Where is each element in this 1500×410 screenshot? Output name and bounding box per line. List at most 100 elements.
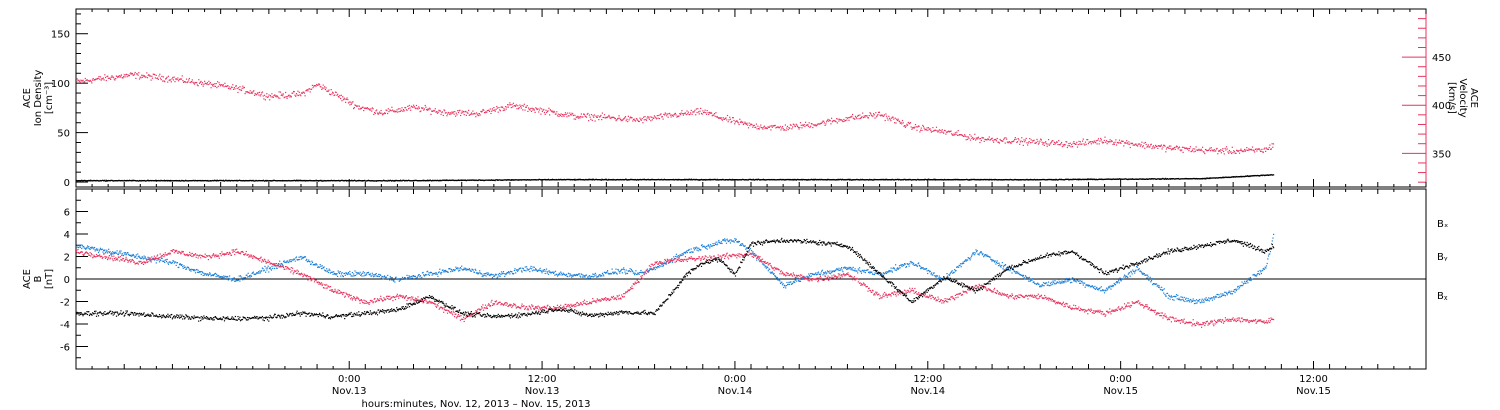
velocity-series-point: [948, 130, 950, 132]
density-series-point: [572, 179, 574, 181]
velocity-series-point: [1175, 146, 1177, 148]
by-series-point: [506, 271, 508, 274]
velocity-series-point: [1161, 148, 1163, 150]
by-series-point: [279, 264, 281, 266]
density-series-point: [801, 179, 803, 181]
velocity-series-point: [590, 114, 593, 116]
velocity-series-point: [308, 88, 310, 90]
by-series-point: [135, 255, 137, 257]
velocity-series-point: [544, 113, 546, 115]
velocity-series-point: [1137, 145, 1139, 147]
velocity-series-point: [489, 108, 491, 110]
velocity-series-point: [541, 110, 543, 113]
velocity-series-point: [206, 83, 208, 85]
velocity-series-point: [1205, 149, 1207, 151]
velocity-series-point: [390, 110, 392, 112]
by-series-point: [779, 282, 782, 284]
velocity-series-point: [943, 129, 946, 131]
by-series-point: [706, 245, 708, 247]
velocity-series-point: [787, 129, 789, 131]
velocity-series-point: [1105, 141, 1107, 143]
velocity-series-point: [1163, 144, 1165, 146]
density-series-point: [576, 178, 578, 181]
velocity-series-point: [894, 117, 896, 119]
velocity-series-point: [603, 116, 605, 119]
velocity-series-point: [153, 73, 155, 75]
by-series-point: [117, 253, 119, 255]
by-series-point: [216, 273, 218, 275]
velocity-series-point: [708, 111, 710, 113]
velocity-series-point: [439, 110, 441, 112]
velocity-series-point: [479, 114, 481, 116]
density-series-point: [1180, 178, 1182, 180]
velocity-series-point: [792, 126, 794, 128]
velocity-series-point: [924, 129, 926, 131]
velocity-series-point: [691, 113, 693, 115]
velocity-series-point: [887, 119, 889, 121]
velocity-series-point: [1270, 148, 1272, 150]
velocity-series-point: [488, 109, 490, 111]
velocity-series-point: [265, 96, 267, 98]
by-series-point: [699, 249, 701, 251]
velocity-series-point: [1224, 147, 1226, 149]
velocity-series-point: [622, 118, 624, 120]
density-series-point: [905, 179, 907, 181]
velocity-series-point: [149, 75, 151, 77]
by-series-point: [108, 248, 110, 250]
velocity-series-point: [353, 107, 355, 109]
velocity-series-point: [273, 95, 275, 97]
velocity-series-point: [548, 107, 550, 109]
density-series-point: [1203, 178, 1205, 180]
density-series-point: [621, 179, 623, 181]
by-series-point: [715, 241, 717, 243]
velocity-series-point: [470, 113, 472, 115]
velocity-series-point: [841, 120, 844, 122]
velocity-series-point: [1173, 147, 1175, 149]
density-series-point: [950, 179, 952, 181]
velocity-series-point: [219, 84, 221, 86]
density-series-point: [1122, 178, 1124, 180]
velocity-series-point: [1053, 141, 1055, 143]
velocity-series-point: [1064, 144, 1066, 146]
velocity-series-point: [512, 102, 514, 104]
density-series-point: [1036, 178, 1038, 181]
velocity-series-point: [520, 107, 522, 109]
velocity-series-point: [468, 114, 470, 116]
by-series-point: [165, 259, 167, 261]
velocity-series-point: [592, 115, 594, 117]
velocity-series-point: [970, 135, 972, 137]
velocity-series-point: [416, 107, 418, 109]
velocity-series-point: [503, 108, 505, 110]
velocity-series-point: [350, 101, 352, 103]
velocity-series-point: [351, 102, 353, 104]
velocity-series-point: [844, 119, 846, 122]
velocity-series-point: [561, 115, 563, 118]
velocity-series-point: [537, 108, 539, 110]
velocity-series-point: [99, 76, 102, 78]
by-series-point: [454, 270, 456, 272]
velocity-series-point: [586, 113, 588, 115]
by-series-point: [443, 271, 445, 273]
velocity-series-point: [748, 122, 750, 124]
by-series-point: [493, 275, 496, 277]
velocity-series-point: [132, 74, 134, 76]
velocity-series-point: [1151, 148, 1153, 150]
by-series-point: [575, 274, 577, 276]
velocity-series-point: [1016, 141, 1018, 143]
by-series-point: [717, 241, 719, 243]
velocity-series-point: [694, 109, 696, 111]
velocity-series-point: [672, 115, 674, 117]
velocity-series-point: [838, 120, 840, 122]
by-series-point: [313, 263, 316, 265]
velocity-series-point: [822, 120, 824, 122]
velocity-series-point: [504, 106, 507, 108]
velocity-series-point: [1199, 149, 1202, 151]
density-series-point: [689, 178, 691, 180]
density-series-point: [963, 179, 965, 181]
by-series-point: [731, 240, 733, 242]
velocity-series-point: [1164, 145, 1166, 147]
velocity-series-point: [210, 87, 212, 89]
by-series-point: [427, 270, 429, 272]
velocity-series-point: [381, 112, 383, 114]
velocity-series-point: [494, 110, 496, 112]
